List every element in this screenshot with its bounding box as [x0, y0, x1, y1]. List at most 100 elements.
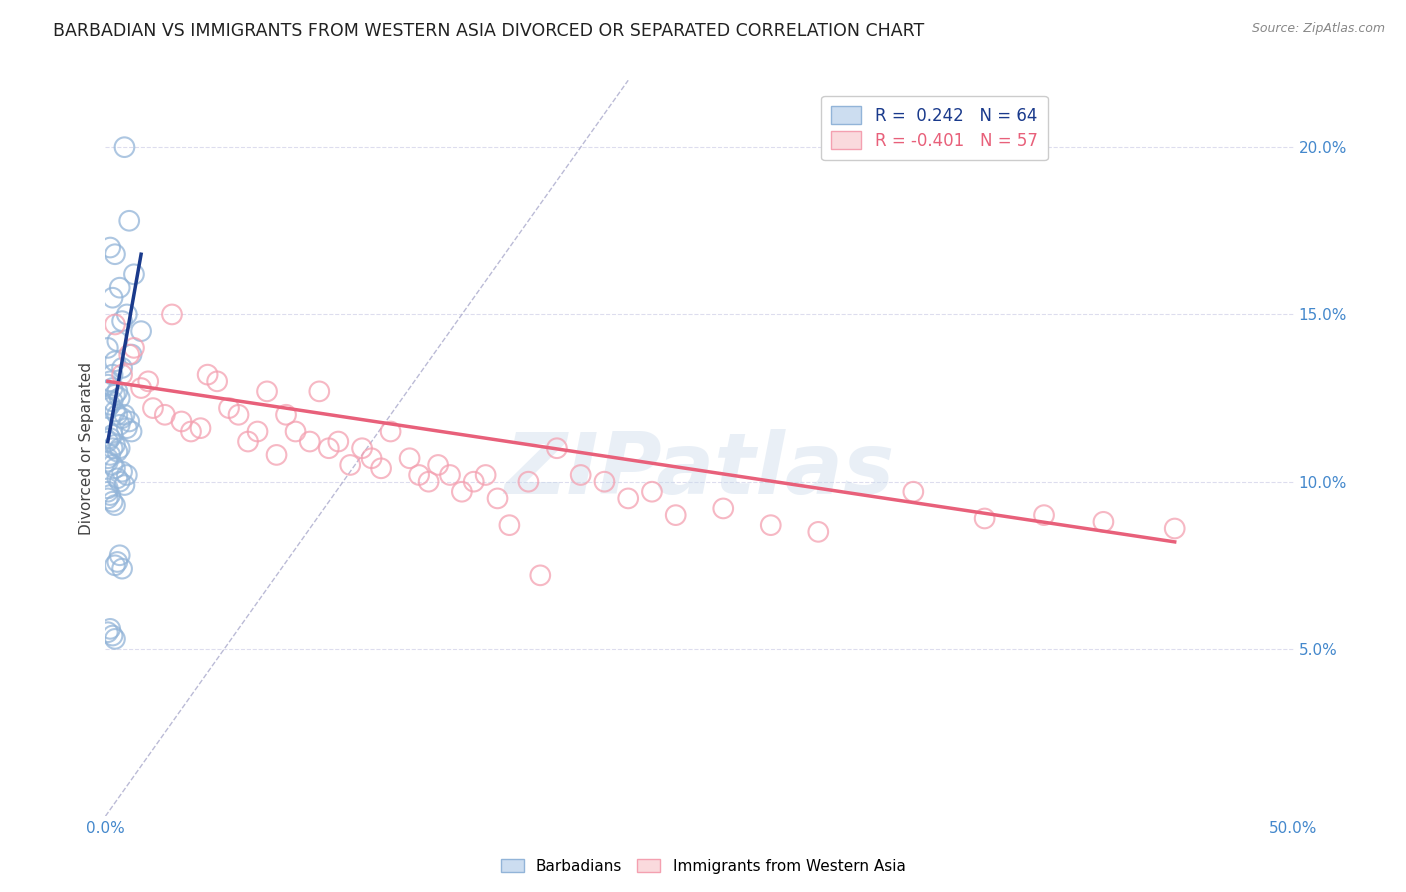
Point [593, 475, 616, 489]
Point [111, 562, 134, 576]
Point [115, 307, 138, 321]
Point [101, 291, 124, 305]
Point [398, 451, 420, 466]
Point [115, 467, 138, 482]
Point [98, 240, 121, 254]
Point [498, 518, 520, 533]
Point [111, 314, 134, 328]
Point [105, 444, 128, 458]
Point [97, 434, 120, 449]
Point [101, 381, 124, 395]
Point [101, 394, 124, 409]
Point [339, 458, 361, 472]
Point [104, 387, 127, 401]
Point [617, 491, 640, 506]
Point [408, 467, 430, 482]
Point [118, 414, 141, 428]
Point [98, 622, 121, 636]
Point [97, 481, 120, 495]
Point [474, 467, 496, 482]
Point [118, 213, 141, 227]
Point [160, 307, 183, 321]
Point [111, 411, 134, 425]
Point [97, 625, 120, 640]
Point [98, 488, 121, 502]
Point [136, 374, 159, 388]
Point [328, 434, 350, 449]
Point [153, 408, 176, 422]
Point [450, 484, 472, 499]
Point [122, 267, 145, 281]
Point [97, 451, 120, 466]
Point [114, 478, 136, 492]
Point [104, 354, 127, 368]
Point [463, 475, 485, 489]
Point [486, 491, 509, 506]
Point [228, 408, 250, 422]
Point [256, 384, 278, 399]
Point [98, 374, 121, 388]
Point [274, 408, 297, 422]
Point [973, 511, 995, 525]
Point [180, 425, 202, 439]
Point [218, 401, 240, 415]
Point [439, 467, 461, 482]
Point [170, 414, 193, 428]
Point [318, 441, 340, 455]
Point [101, 427, 124, 442]
Point [236, 434, 259, 449]
Point [380, 425, 402, 439]
Legend: R =  0.242   N = 64, R = -0.401   N = 57: R = 0.242 N = 64, R = -0.401 N = 57 [821, 96, 1047, 160]
Point [121, 425, 143, 439]
Point [97, 454, 120, 468]
Point [97, 484, 120, 499]
Point [101, 441, 124, 455]
Point [98, 431, 121, 445]
Text: Source: ZipAtlas.com: Source: ZipAtlas.com [1251, 22, 1385, 36]
Point [105, 384, 128, 399]
Point [807, 524, 830, 539]
Point [352, 441, 374, 455]
Point [115, 421, 138, 435]
Y-axis label: Divorced or Separated: Divorced or Separated [79, 362, 94, 534]
Point [190, 421, 212, 435]
Point [104, 498, 127, 512]
Point [114, 408, 136, 422]
Point [104, 558, 127, 573]
Point [114, 140, 136, 154]
Point [111, 368, 134, 382]
Legend: Barbadians, Immigrants from Western Asia: Barbadians, Immigrants from Western Asia [495, 853, 911, 880]
Point [418, 475, 440, 489]
Point [108, 441, 131, 455]
Point [105, 555, 128, 569]
Point [105, 471, 128, 485]
Text: BARBADIAN VS IMMIGRANTS FROM WESTERN ASIA DIVORCED OR SEPARATED CORRELATION CHAR: BARBADIAN VS IMMIGRANTS FROM WESTERN ASI… [53, 22, 925, 40]
Point [360, 451, 382, 466]
Point [370, 461, 392, 475]
Text: ZIPatlas: ZIPatlas [505, 429, 894, 512]
Point [427, 458, 450, 472]
Point [101, 368, 124, 382]
Point [111, 360, 134, 375]
Point [108, 391, 131, 405]
Point [98, 448, 121, 462]
Point [104, 632, 127, 646]
Point [517, 475, 540, 489]
Point [97, 401, 120, 415]
Point [108, 417, 131, 432]
Point [101, 458, 124, 472]
Point [569, 467, 592, 482]
Point [665, 508, 688, 523]
Point [759, 518, 782, 533]
Point [104, 461, 127, 475]
Point [142, 401, 165, 415]
Point [122, 341, 145, 355]
Point [284, 425, 307, 439]
Point [105, 408, 128, 422]
Point [108, 280, 131, 294]
Point [104, 318, 127, 332]
Point [529, 568, 551, 582]
Point [711, 501, 734, 516]
Point [105, 334, 128, 348]
Point [903, 484, 925, 499]
